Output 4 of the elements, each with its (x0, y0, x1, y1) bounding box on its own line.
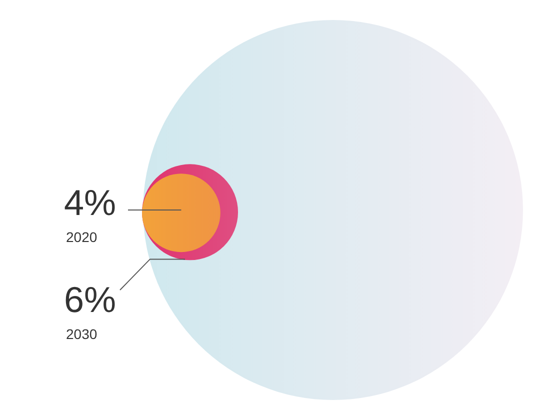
category-label: 2020 (66, 229, 98, 245)
data-label: 6% (64, 279, 116, 320)
data-label: 4% (64, 182, 116, 223)
category-label: 2030 (66, 326, 98, 342)
